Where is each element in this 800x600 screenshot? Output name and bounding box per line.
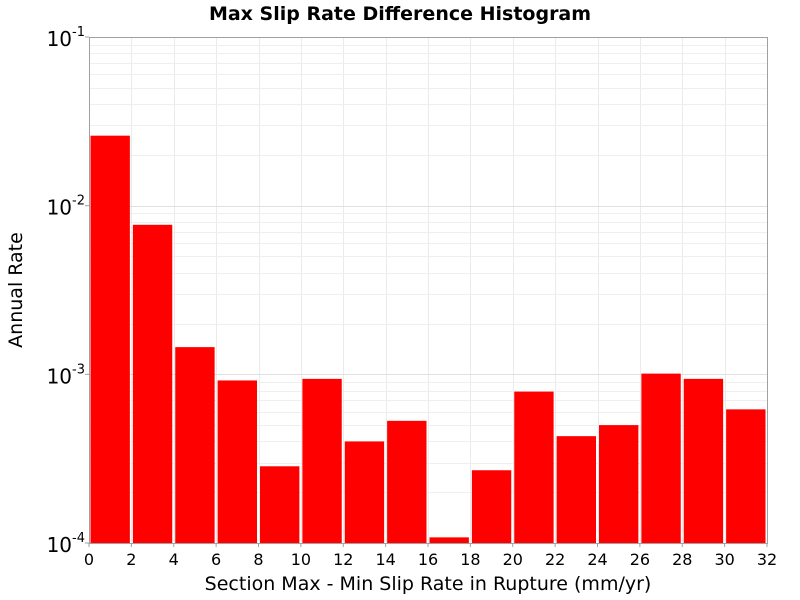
histogram-bar-30-32 bbox=[726, 409, 766, 543]
chart-title: Max Slip Rate Difference Histogram bbox=[209, 3, 591, 25]
histogram-bar-2-4 bbox=[132, 224, 173, 544]
histogram-bar-14-16 bbox=[387, 420, 427, 543]
x-tick-label: 28 bbox=[672, 550, 692, 569]
histogram-bar-18-20 bbox=[471, 470, 512, 543]
x-tick-label: 20 bbox=[503, 550, 523, 569]
x-tick-label: 14 bbox=[375, 550, 395, 569]
x-tick-label: 16 bbox=[418, 550, 438, 569]
x-axis-label: Section Max - Min Slip Rate in Rupture (… bbox=[205, 573, 652, 595]
bars-group bbox=[90, 135, 766, 544]
y-tick-label: 10-3 bbox=[47, 362, 85, 388]
histogram-bar-26-28 bbox=[641, 373, 681, 543]
x-axis-ticks: 0 2 4 6 8 10 12 14 16 18 20 22 24 26 28 30 32 bbox=[84, 543, 777, 569]
histogram-bar-8-10 bbox=[260, 466, 300, 543]
x-tick-label: 4 bbox=[169, 550, 179, 569]
x-tick-label: 2 bbox=[126, 550, 136, 569]
y-tick-label: 10-1 bbox=[47, 25, 85, 51]
x-tick-label: 22 bbox=[545, 550, 565, 569]
histogram-bar-6-8 bbox=[217, 380, 257, 543]
x-tick-label: 24 bbox=[587, 550, 607, 569]
histogram-bar-12-14 bbox=[344, 441, 385, 543]
x-tick-label: 18 bbox=[460, 550, 480, 569]
x-tick-label: 10 bbox=[291, 550, 311, 569]
x-tick-label: 8 bbox=[253, 550, 263, 569]
x-tick-label: 26 bbox=[630, 550, 650, 569]
histogram-bar-0-2 bbox=[90, 135, 130, 543]
y-tick-label: 10-4 bbox=[47, 531, 85, 557]
histogram-bar-28-30 bbox=[683, 378, 724, 543]
x-tick-label: 32 bbox=[757, 550, 777, 569]
y-axis-label: Annual Rate bbox=[5, 232, 27, 348]
histogram-bar-24-26 bbox=[599, 425, 639, 543]
x-tick-label: 12 bbox=[333, 550, 353, 569]
histogram-bar-16-18 bbox=[429, 537, 469, 543]
y-tick-label: 10-2 bbox=[47, 194, 85, 220]
histogram-bar-4-6 bbox=[175, 347, 215, 543]
histogram-bar-22-24 bbox=[556, 436, 596, 543]
histogram-bar-20-22 bbox=[514, 391, 554, 543]
x-tick-label: 6 bbox=[211, 550, 221, 569]
x-tick-label: 0 bbox=[84, 550, 94, 569]
x-tick-label: 30 bbox=[714, 550, 734, 569]
y-axis-ticks: 10-4 10-3 10-2 10-1 bbox=[47, 25, 89, 557]
histogram-bar-10-12 bbox=[302, 378, 342, 543]
